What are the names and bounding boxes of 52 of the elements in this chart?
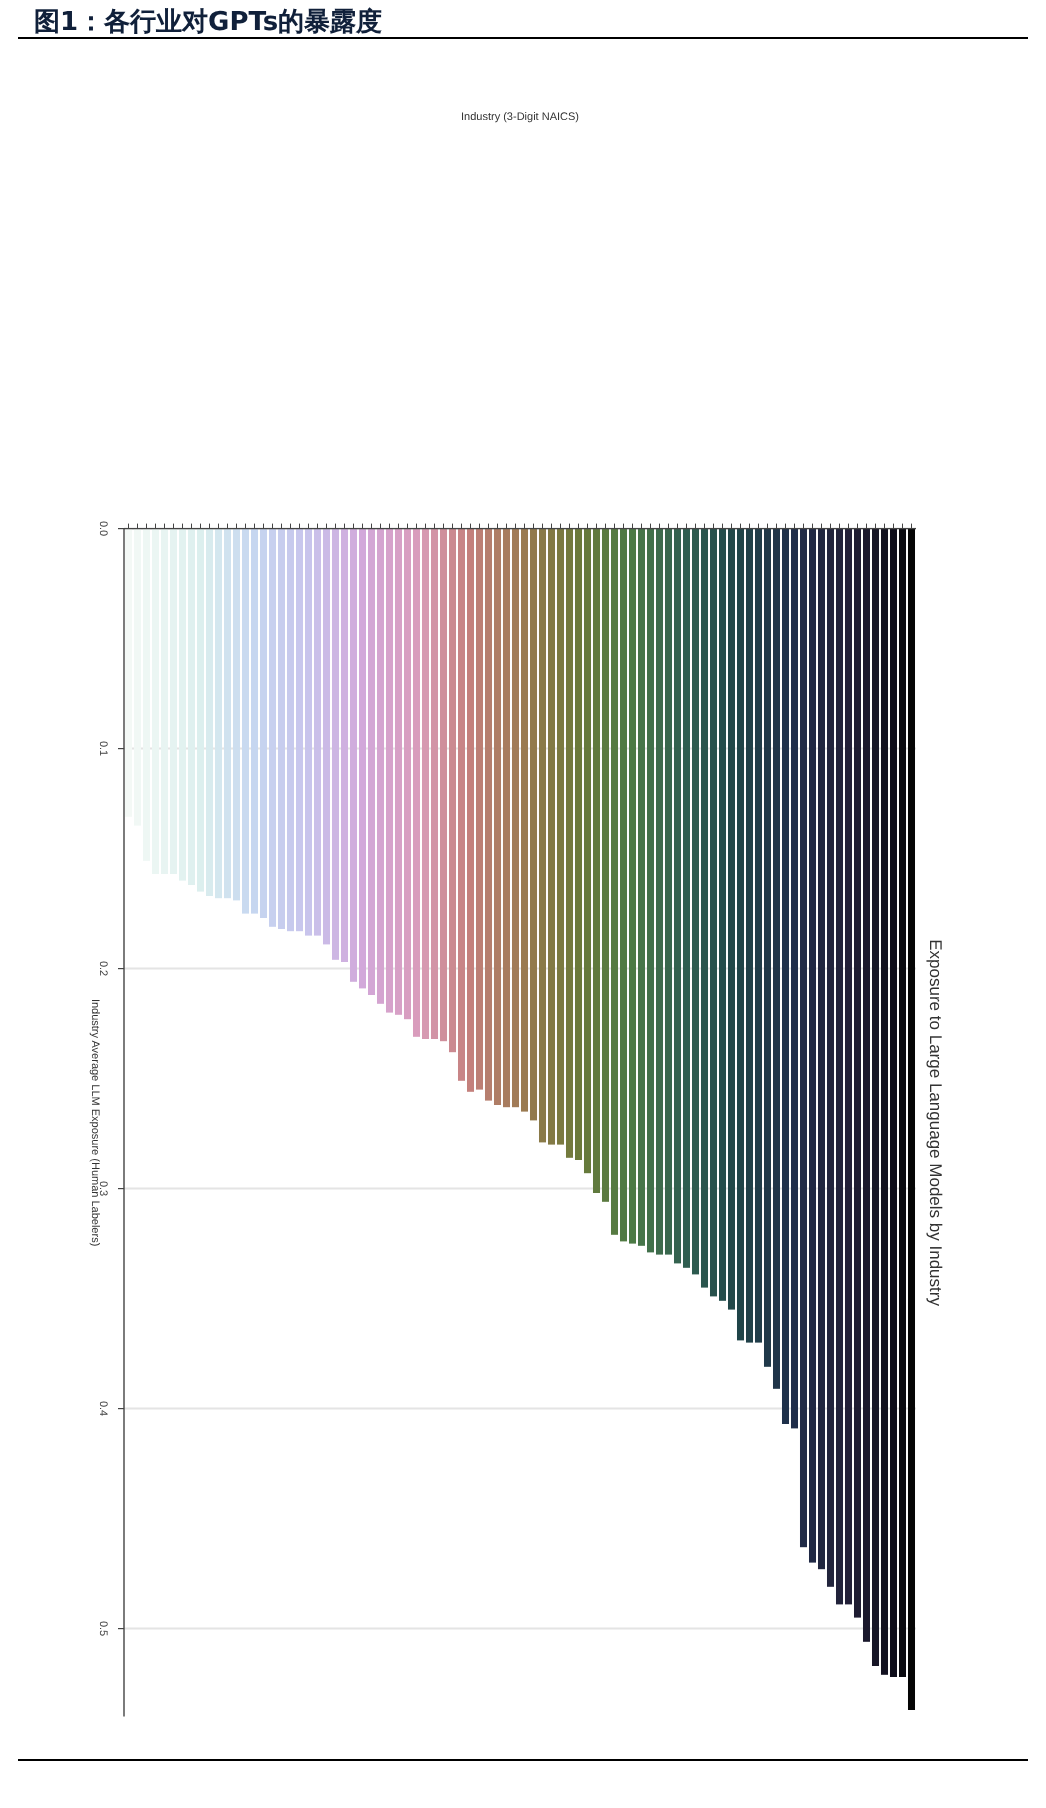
bar <box>502 528 511 1108</box>
bar <box>619 528 628 1242</box>
bar <box>889 528 898 1677</box>
bar <box>493 528 502 1105</box>
bar <box>286 528 295 932</box>
bar <box>313 528 322 936</box>
bar <box>358 528 367 989</box>
bar <box>250 528 259 914</box>
bar <box>709 528 718 1297</box>
bar <box>385 528 394 1013</box>
bar <box>484 528 493 1101</box>
bar <box>421 528 430 1039</box>
bar <box>223 528 232 899</box>
bar <box>655 528 664 1255</box>
bar <box>565 528 574 1158</box>
chart-title: 图1：各行业对GPTs的暴露度 <box>34 6 383 38</box>
bar <box>304 528 313 936</box>
bar <box>907 528 916 1710</box>
bar <box>268 528 277 927</box>
bar <box>295 528 304 932</box>
bar <box>700 528 709 1288</box>
bar <box>880 528 889 1675</box>
bar <box>394 528 403 1015</box>
bar <box>151 528 160 874</box>
bar <box>430 528 439 1039</box>
bar <box>160 528 169 874</box>
bar <box>664 528 673 1255</box>
bar <box>277 528 286 929</box>
bar <box>178 528 187 881</box>
bar <box>349 528 358 982</box>
text: Exposure to Large Language Models by Industry <box>926 939 946 1308</box>
bar <box>736 528 745 1341</box>
bar <box>646 528 655 1253</box>
bar <box>241 528 250 914</box>
bar <box>412 528 421 1037</box>
bar <box>214 528 223 899</box>
bar <box>835 528 844 1605</box>
bar <box>673 528 682 1264</box>
bar <box>745 528 754 1343</box>
bar <box>547 528 556 1145</box>
bar <box>520 528 529 1112</box>
bar <box>610 528 619 1235</box>
bar <box>781 528 790 1424</box>
bar <box>511 528 520 1108</box>
bar <box>466 528 475 1092</box>
bar <box>682 528 691 1268</box>
bar <box>808 528 817 1563</box>
bar <box>637 528 646 1246</box>
bar <box>331 528 340 960</box>
bar <box>628 528 637 1244</box>
bar <box>538 528 547 1143</box>
bar <box>169 528 178 874</box>
